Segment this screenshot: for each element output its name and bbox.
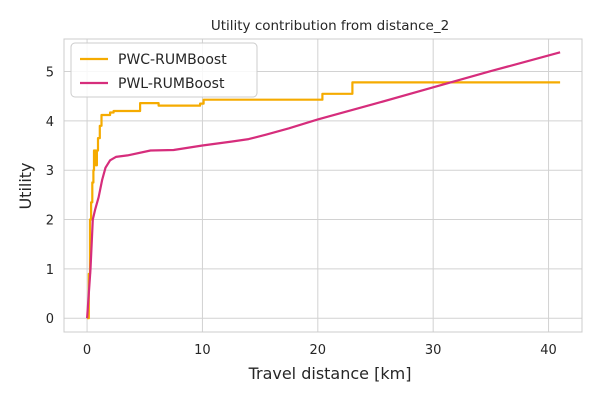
x-axis-label: Travel distance [km]	[248, 364, 412, 383]
legend-label: PWL-RUMBoost	[118, 76, 225, 92]
plot-frame	[63, 38, 583, 333]
y-tick-label: 3	[46, 164, 54, 179]
legend: PWC-RUMBoost PWL-RUMBoost	[70, 42, 258, 98]
chart-title: Utility contribution from distance_2	[211, 18, 449, 34]
y-tick-label: 2	[46, 214, 54, 229]
y-tick-label: 0	[46, 312, 54, 327]
y-tick-label: 1	[46, 263, 54, 278]
legend-box	[70, 42, 258, 98]
legend-label: PWC-RUMBoost	[118, 52, 227, 68]
plot-area	[63, 38, 583, 333]
x-tick-label: 10	[194, 343, 211, 358]
series-line-1	[87, 81, 561, 320]
x-tick-label: 40	[540, 343, 557, 358]
y-axis-label: Utility	[16, 162, 35, 209]
series-line-2	[86, 51, 561, 319]
y-axis: 0 1 2 3 4 5	[46, 66, 54, 328]
series-layer	[86, 51, 561, 320]
x-tick-label: 20	[310, 343, 327, 358]
y-tick-label: 4	[46, 115, 54, 130]
x-tick-label: 30	[425, 343, 442, 358]
x-axis: 0 10 20 30 40	[83, 343, 557, 358]
y-tick-label: 5	[46, 66, 54, 81]
x-tick-label: 0	[83, 343, 91, 358]
